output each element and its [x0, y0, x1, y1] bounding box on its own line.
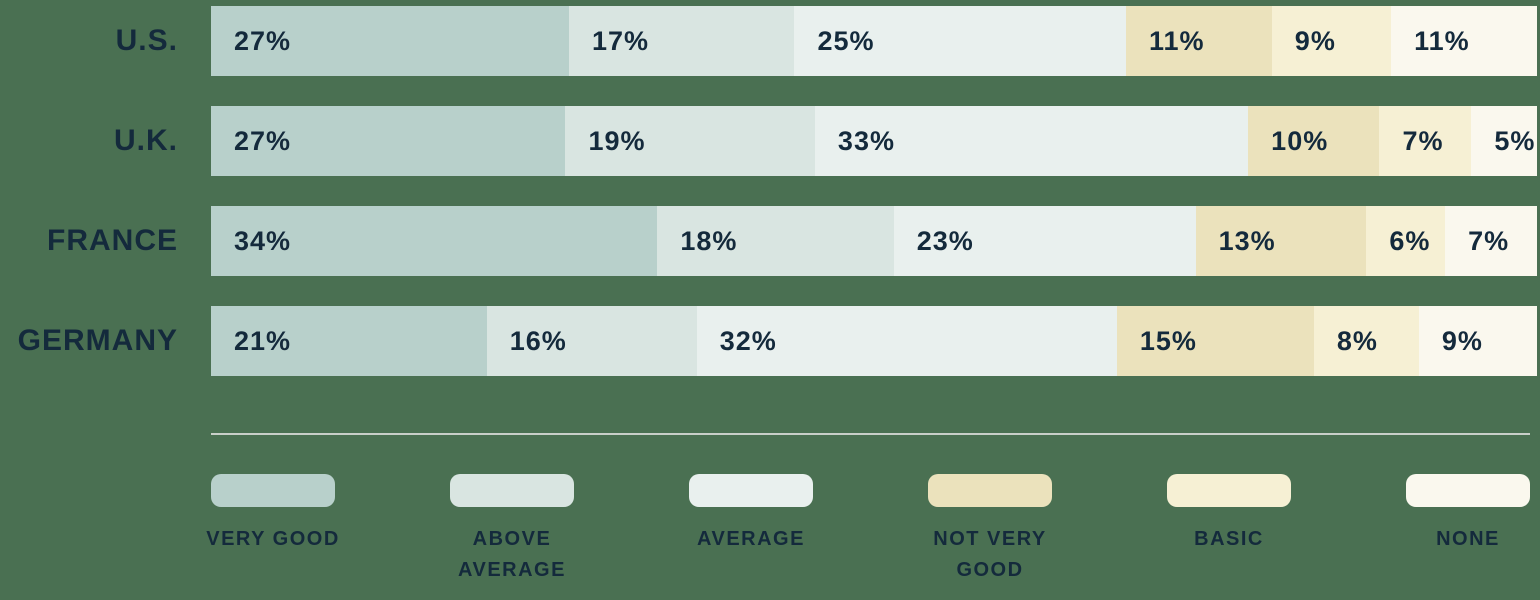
segment-value: 6%	[1389, 225, 1431, 256]
segment-value: 11%	[1148, 25, 1205, 56]
legend-item-basic: BASIC	[1167, 474, 1291, 586]
segment-value: 15%	[1139, 325, 1197, 356]
bar-segment-france-very-good: 34%	[211, 206, 658, 276]
chart-row-germany: GERMANY 21% 16% 32% 15% 8% 9%	[0, 306, 1540, 376]
segment-value: 9%	[1441, 325, 1483, 356]
chart-row-france: FRANCE 34% 18% 23% 13% 6% 7%	[0, 206, 1540, 276]
segment-value: 27%	[234, 125, 292, 156]
segment-value: 7%	[1468, 225, 1510, 256]
segment-value: 16%	[509, 325, 567, 356]
stacked-bar-france: 34% 18% 23% 13% 6% 7%	[211, 206, 1537, 276]
chart-rows: U.S. 27% 17% 25% 11% 9% 11% U.K. 27% 19% 33% 10% 7% 5…	[0, 6, 1540, 376]
bar-segment-u-k-not-very-good: 10%	[1248, 106, 1380, 176]
legend-label-very-good: VERY GOOD	[206, 528, 340, 550]
legend-item-not-very-good: NOT VERY GOOD	[928, 474, 1052, 586]
segment-value: 17%	[592, 25, 650, 56]
bar-segment-germany-very-good: 21%	[211, 306, 487, 376]
segment-value: 8%	[1336, 325, 1378, 356]
bar-segment-u-s-average: 25%	[794, 6, 1126, 76]
bar-segment-germany-above-average: 16%	[486, 306, 697, 376]
legend-label-above-average: ABOVE AVERAGE	[458, 528, 566, 581]
stacked-bar-germany: 21% 16% 32% 15% 8% 9%	[211, 306, 1538, 376]
segment-value: 21%	[234, 325, 292, 356]
legend-divider	[211, 433, 1530, 435]
row-label-france: FRANCE	[47, 224, 178, 257]
segment-value: 9%	[1294, 25, 1336, 56]
legend-item-none: NONE	[1406, 474, 1530, 586]
segment-value: 11%	[1414, 25, 1470, 56]
segment-value: 18%	[680, 225, 738, 256]
segment-value: 23%	[916, 225, 974, 256]
segment-value: 32%	[719, 325, 777, 356]
segment-value: 25%	[817, 25, 875, 56]
stacked-bar-u-k: 27% 19% 33% 10% 7% 5%	[211, 106, 1537, 176]
bar-segment-france-above-average: 18%	[657, 206, 894, 276]
bar-segment-u-s-basic: 9%	[1271, 6, 1392, 76]
bar-segment-germany-basic: 8%	[1313, 306, 1419, 376]
chart-row-u-s: U.S. 27% 17% 25% 11% 9% 11%	[0, 6, 1540, 76]
bar-segment-u-k-none: 5%	[1471, 106, 1537, 176]
legend-item-above-average: ABOVE AVERAGE	[450, 474, 574, 586]
bar-segment-germany-not-very-good: 15%	[1116, 306, 1314, 376]
segment-value: 13%	[1218, 225, 1276, 256]
bar-segment-france-none: 7%	[1445, 206, 1537, 276]
row-label-u-k: U.K.	[114, 124, 178, 157]
legend-swatch-very-good	[211, 474, 335, 507]
segment-value: 34%	[234, 225, 292, 256]
bar-segment-france-not-very-good: 13%	[1195, 206, 1367, 276]
legend-swatch-average	[689, 474, 813, 507]
legend-item-average: AVERAGE	[689, 474, 813, 586]
bar-segment-u-s-very-good: 27%	[211, 6, 570, 76]
bar-segment-germany-average: 32%	[696, 306, 1117, 376]
legend-swatch-basic	[1167, 474, 1291, 507]
segment-value: 27%	[234, 25, 292, 56]
bar-segment-u-k-average: 33%	[814, 106, 1249, 176]
segment-value: 10%	[1271, 125, 1329, 156]
legend-label-average: AVERAGE	[697, 528, 805, 550]
segment-value: 33%	[837, 125, 895, 156]
bar-segment-france-basic: 6%	[1366, 206, 1446, 276]
legend-label-basic: BASIC	[1194, 528, 1264, 550]
legend-label-not-very-good: NOT VERY GOOD	[933, 528, 1047, 581]
bar-segment-u-k-above-average: 19%	[565, 106, 815, 176]
bar-segment-u-k-very-good: 27%	[211, 106, 566, 176]
stacked-bar-u-s: 27% 17% 25% 11% 9% 11%	[211, 6, 1537, 76]
bar-segment-u-s-none: 11%	[1391, 6, 1537, 76]
legend-swatch-none	[1406, 474, 1530, 507]
bar-segment-u-s-above-average: 17%	[569, 6, 795, 76]
legend-swatch-above-average	[450, 474, 574, 507]
bar-segment-u-s-not-very-good: 11%	[1125, 6, 1272, 76]
segment-value: 5%	[1494, 125, 1536, 156]
legend-swatch-not-very-good	[928, 474, 1052, 507]
segment-value: 19%	[588, 125, 646, 156]
legend-label-none: NONE	[1436, 528, 1500, 550]
row-label-u-s: U.S.	[115, 24, 178, 57]
segment-value: 7%	[1402, 125, 1444, 156]
row-label-germany: GERMANY	[17, 324, 178, 357]
chart-legend: VERY GOOD ABOVE AVERAGE AVERAGE NOT VERY GO…	[206, 474, 1530, 586]
chart-row-u-k: U.K. 27% 19% 33% 10% 7% 5%	[0, 106, 1540, 176]
bar-segment-u-k-basic: 7%	[1379, 106, 1472, 176]
bar-segment-germany-none: 9%	[1418, 306, 1538, 376]
legend-item-very-good: VERY GOOD	[206, 474, 338, 586]
bar-segment-france-average: 23%	[893, 206, 1196, 276]
